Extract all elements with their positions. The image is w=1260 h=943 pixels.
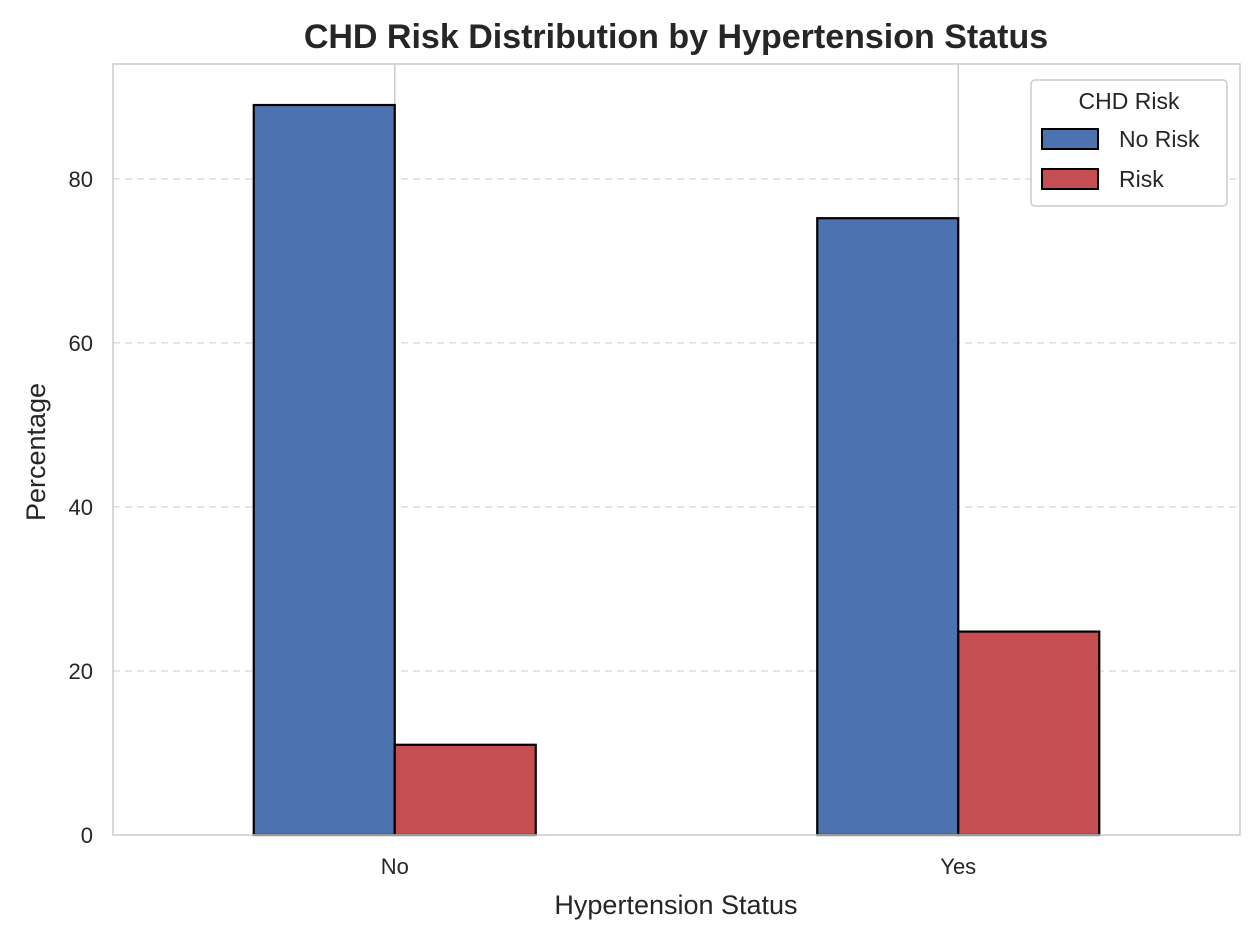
bar-no-risk-no xyxy=(252,103,396,837)
y-tick-label: 80 xyxy=(69,167,93,192)
x-tick-label: No xyxy=(381,854,409,879)
legend: CHD Risk No Risk Risk xyxy=(1030,79,1228,207)
y-axis-ticks: 0 20 40 60 80 xyxy=(69,167,93,848)
legend-swatch-no-risk xyxy=(1041,128,1099,150)
y-tick-label: 20 xyxy=(69,659,93,684)
y-tick-label: 0 xyxy=(81,823,93,848)
y-tick-label: 40 xyxy=(69,495,93,520)
bar-no-risk-yes xyxy=(816,217,960,837)
legend-label-risk: Risk xyxy=(1119,166,1164,192)
plot-frame xyxy=(112,63,1241,836)
bar-risk-no xyxy=(393,743,537,837)
legend-swatch-risk xyxy=(1041,168,1099,190)
legend-title: CHD Risk xyxy=(1079,88,1180,114)
x-tick-label: Yes xyxy=(940,854,976,879)
y-axis-label: Percentage xyxy=(21,383,51,521)
legend-items: No Risk Risk xyxy=(1041,126,1200,192)
x-axis-ticks: No Yes xyxy=(381,854,977,879)
x-axis-label: Hypertension Status xyxy=(554,890,797,920)
bars xyxy=(252,103,1101,837)
legend-label-no-risk: No Risk xyxy=(1119,126,1200,152)
y-tick-label: 60 xyxy=(69,331,93,356)
bar-risk-yes xyxy=(957,630,1101,837)
chart-title: CHD Risk Distribution by Hypertension St… xyxy=(304,18,1048,56)
